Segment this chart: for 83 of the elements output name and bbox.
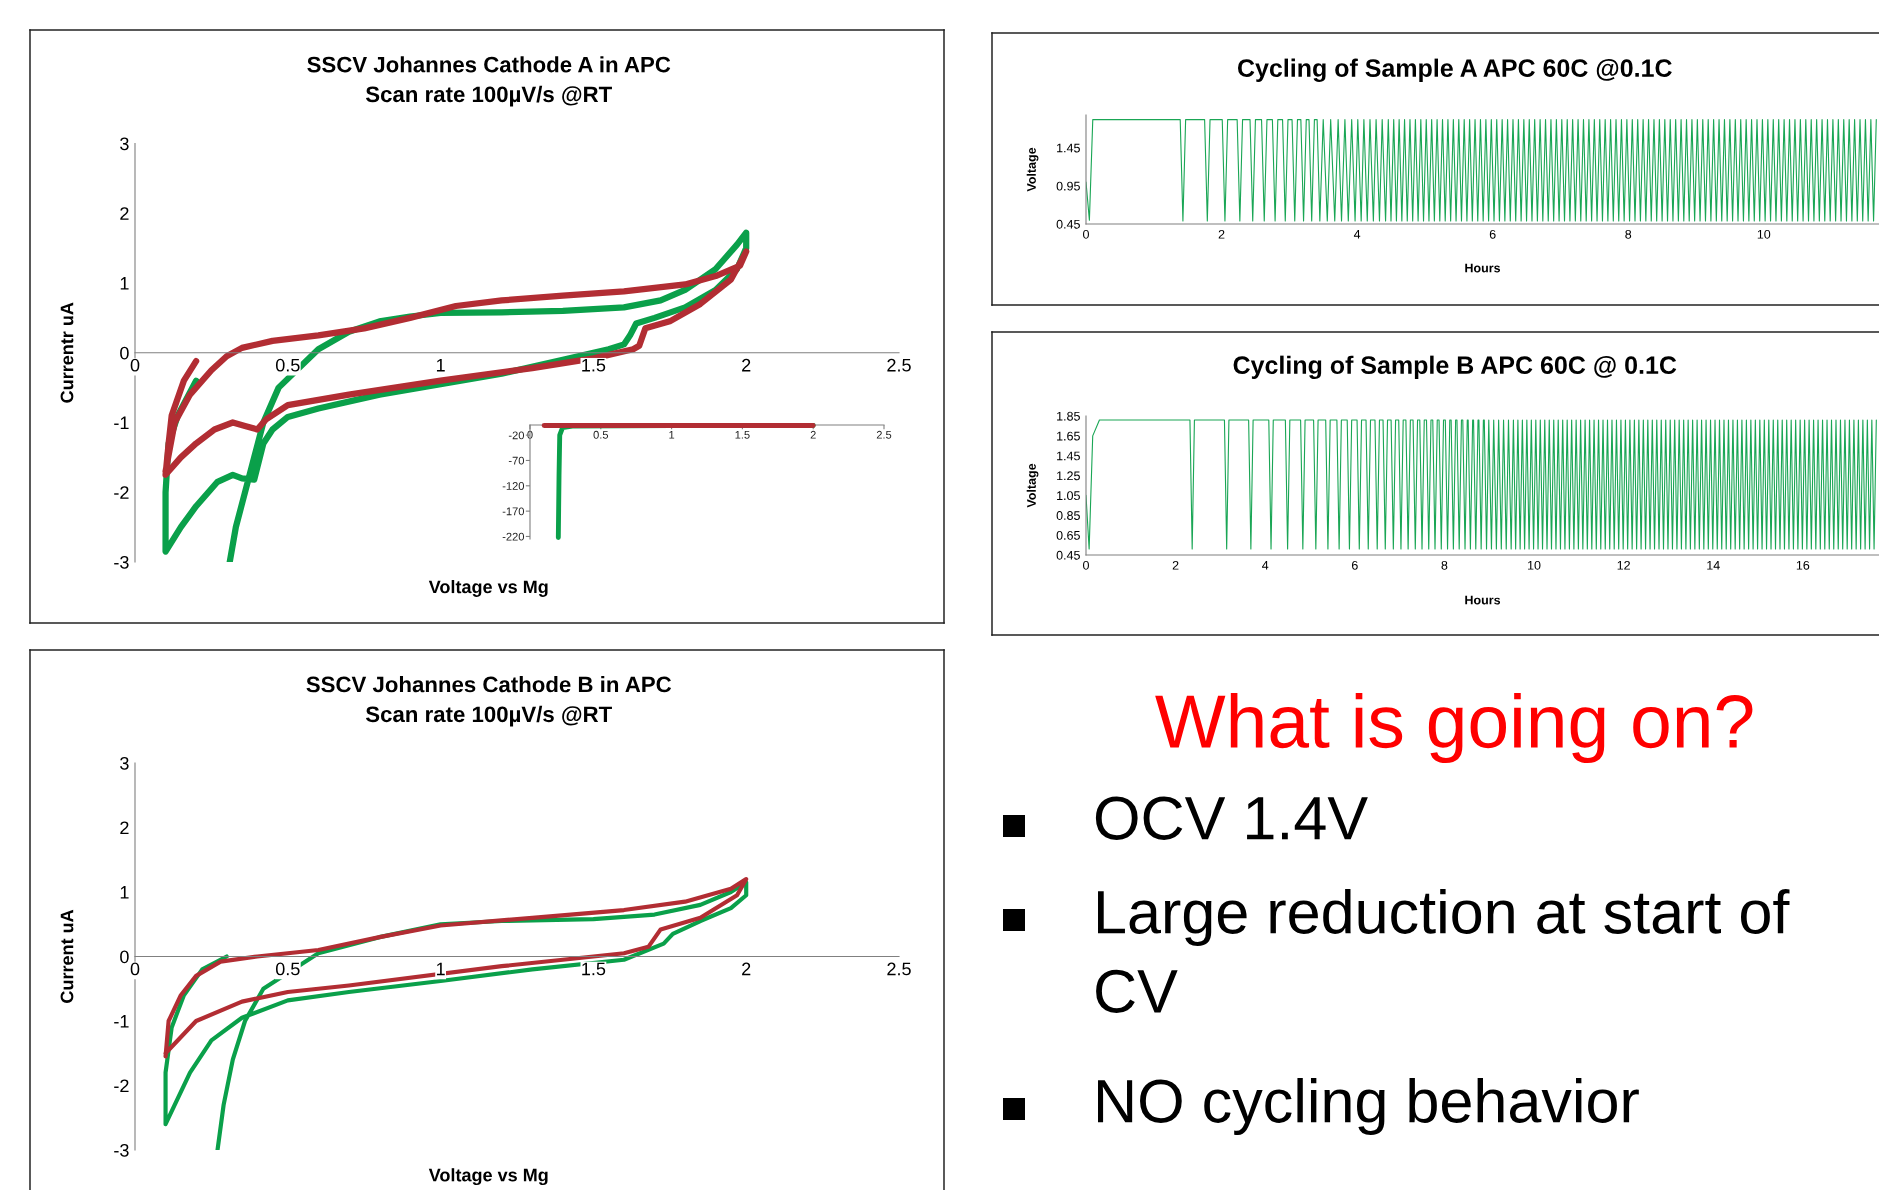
y-tick-label: -120 bbox=[502, 482, 525, 490]
y-tick-label: 1 bbox=[120, 277, 129, 290]
y-tick-label: 1.25 bbox=[1057, 471, 1080, 481]
y-tick-label: 0 bbox=[120, 346, 129, 360]
x-tick-label: 8 bbox=[1625, 229, 1632, 239]
y-axis-title: Voltage bbox=[1026, 463, 1039, 508]
chart-title: Cycling of Sample A APC 60C @0.1C bbox=[1238, 58, 1672, 83]
y-tick-label: 1.85 bbox=[1057, 411, 1080, 421]
x-tick-label: 2 bbox=[742, 962, 751, 976]
chart-subtitle: Scan rate 100µV/s @RT bbox=[365, 705, 612, 727]
x-tick-label: 1.5 bbox=[582, 962, 606, 976]
y-tick-label: 1.65 bbox=[1057, 431, 1080, 441]
y-tick-label: -170 bbox=[502, 507, 525, 516]
x-tick-label: 10 bbox=[1528, 560, 1541, 570]
y-tick-label: -20 bbox=[508, 431, 525, 440]
y-tick-label: 0.45 bbox=[1056, 550, 1080, 560]
x-tick-label: 1 bbox=[436, 358, 445, 372]
x-tick-label: 4 bbox=[1353, 230, 1361, 239]
x-axis-title: Hours bbox=[1465, 263, 1501, 273]
x-axis-title: Voltage vs Mg bbox=[428, 580, 548, 597]
y-tick-label: 0 bbox=[120, 950, 129, 964]
chart-title: SSCV Johannes Cathode B in APC bbox=[306, 676, 672, 693]
y-tick-label: 0.95 bbox=[1056, 181, 1080, 191]
y-axis-title: Currentr uA bbox=[60, 302, 74, 403]
y-tick-label: 0.45 bbox=[1056, 219, 1080, 229]
y-tick-label: 2 bbox=[120, 821, 129, 835]
y-tick-label: -220 bbox=[502, 532, 525, 541]
y-axis-title: Voltage bbox=[1026, 147, 1039, 192]
text: What is going on? bbox=[1155, 693, 1753, 763]
y-tick-label: 0.65 bbox=[1056, 530, 1080, 540]
y-tick-label: 1.45 bbox=[1057, 451, 1080, 461]
y-tick-label: 1.45 bbox=[1057, 143, 1080, 153]
x-tick-label: 0 bbox=[1083, 229, 1089, 239]
x-tick-label: 1.5 bbox=[735, 430, 750, 439]
text: Large reduction at start of CV bbox=[1096, 889, 1790, 1013]
line-series bbox=[163, 877, 749, 1059]
x-tick-label: 2 bbox=[742, 358, 751, 372]
y-tick-label: -1 bbox=[114, 416, 129, 430]
chart-title: SSCV Johannes Cathode A in APC bbox=[307, 56, 671, 73]
x-tick-label: 2.5 bbox=[887, 358, 911, 372]
x-tick-label: 0 bbox=[1083, 560, 1089, 570]
x-tick-label: 1 bbox=[436, 962, 445, 976]
x-tick-label: 14 bbox=[1707, 561, 1720, 570]
line-series bbox=[1086, 419, 1877, 550]
x-tick-label: 10 bbox=[1757, 229, 1771, 239]
y-tick-label: -3 bbox=[114, 555, 129, 569]
x-tick-label: 16 bbox=[1796, 560, 1810, 570]
y-axis-title: Current uA bbox=[60, 909, 74, 1003]
x-tick-label: 2 bbox=[1218, 229, 1225, 239]
chart-subtitle: Scan rate 100µV/s @RT bbox=[365, 85, 612, 107]
chart-title: Cycling of Sample B APC 60C @ 0.1C bbox=[1233, 355, 1677, 380]
y-tick-label: 0.85 bbox=[1056, 511, 1080, 520]
x-tick-label: 0 bbox=[130, 962, 140, 976]
x-tick-label: 0.5 bbox=[275, 358, 300, 372]
x-axis-title: Voltage vs Mg bbox=[428, 1168, 548, 1186]
x-tick-label: 8 bbox=[1441, 560, 1448, 570]
y-tick-label: -2 bbox=[114, 486, 129, 499]
x-axis-title: Hours bbox=[1465, 595, 1501, 605]
y-tick-label: -1 bbox=[114, 1015, 129, 1028]
x-tick-label: 2 bbox=[1172, 560, 1179, 570]
y-tick-label: -3 bbox=[114, 1143, 129, 1157]
y-tick-label: 3 bbox=[120, 756, 129, 770]
x-tick-label: 0 bbox=[130, 358, 140, 372]
x-tick-label: 0.5 bbox=[275, 962, 300, 976]
x-tick-label: 2.5 bbox=[876, 430, 892, 439]
y-tick-label: -70 bbox=[508, 456, 525, 465]
x-tick-label: 1.5 bbox=[582, 358, 606, 372]
y-tick-label: 3 bbox=[120, 137, 129, 151]
y-tick-label: 1 bbox=[120, 886, 129, 899]
x-tick-label: 2 bbox=[810, 430, 816, 439]
x-tick-label: 0 bbox=[527, 430, 533, 439]
text: NO cycling behavior bbox=[1098, 1078, 1639, 1135]
x-tick-label: 12 bbox=[1617, 560, 1630, 570]
x-tick-label: 6 bbox=[1489, 229, 1496, 239]
y-tick-label: -2 bbox=[114, 1079, 129, 1093]
text: OCV 1.4V bbox=[1095, 796, 1368, 840]
x-tick-label: 6 bbox=[1351, 560, 1358, 570]
x-tick-label: 1 bbox=[669, 430, 675, 439]
x-tick-label: 2.5 bbox=[887, 962, 911, 976]
x-tick-label: 0.5 bbox=[593, 430, 609, 439]
y-tick-label: 1.05 bbox=[1057, 491, 1080, 501]
y-tick-label: 2 bbox=[120, 207, 129, 220]
x-tick-label: 4 bbox=[1262, 561, 1269, 570]
